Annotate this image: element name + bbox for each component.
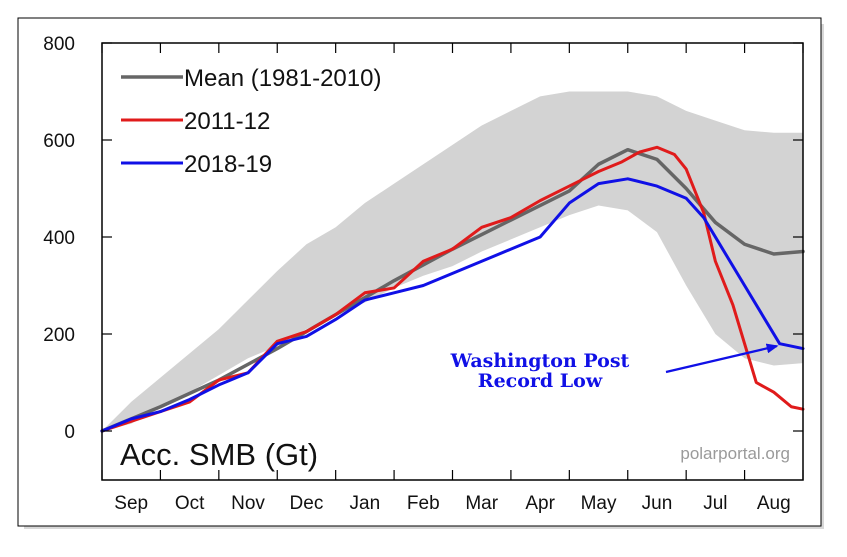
x-tick-label-2: Nov bbox=[231, 493, 265, 514]
x-tick-label-11: Aug bbox=[757, 493, 791, 514]
y-tick-label-2: 400 bbox=[43, 228, 75, 249]
annotation-line-2: Record Low bbox=[478, 370, 603, 392]
x-tick-label-6: Mar bbox=[465, 493, 498, 514]
legend-label-3: 2018-19 bbox=[184, 151, 272, 178]
x-tick-label-7: Apr bbox=[525, 493, 555, 514]
x-tick-label-0: Sep bbox=[114, 493, 148, 514]
band-layer bbox=[102, 91, 803, 431]
legend: Mean (1981-2010) 2011-12 2018-19 bbox=[121, 65, 381, 178]
x-tick-label-3: Dec bbox=[290, 493, 324, 514]
source-label: polarportal.org bbox=[680, 444, 790, 463]
series-line-3 bbox=[100, 177, 805, 433]
x-tick-label-1: Oct bbox=[175, 493, 205, 514]
series-line-1 bbox=[100, 147, 805, 433]
x-tick-label-4: Jan bbox=[350, 493, 381, 514]
y-tick-label-4: 800 bbox=[43, 34, 75, 55]
x-tick-label-5: Feb bbox=[407, 493, 440, 514]
series-layer bbox=[100, 145, 805, 433]
x-tick-label-8: May bbox=[581, 493, 617, 514]
annotation-line-1: Washington Post bbox=[450, 350, 630, 372]
legend-label-2: 2011-12 bbox=[184, 108, 270, 135]
x-tick-label-10: Jul bbox=[703, 493, 727, 514]
y-tick-label-0: 0 bbox=[64, 422, 75, 443]
y-tick-label-3: 600 bbox=[43, 131, 75, 152]
axis-layer: 0 200 400 600 800 Sep Oct Nov Dec Jan Feb Mar Apr May… bbox=[43, 34, 804, 514]
legend-label-1: Mean (1981-2010) bbox=[184, 65, 381, 92]
annotation-arrow bbox=[665, 343, 779, 374]
y-tick-label-1: 200 bbox=[43, 325, 75, 346]
range-band bbox=[102, 91, 803, 431]
in-plot-label: Acc. SMB (Gt) bbox=[120, 437, 318, 472]
x-tick-label-9: Jun bbox=[642, 493, 673, 514]
